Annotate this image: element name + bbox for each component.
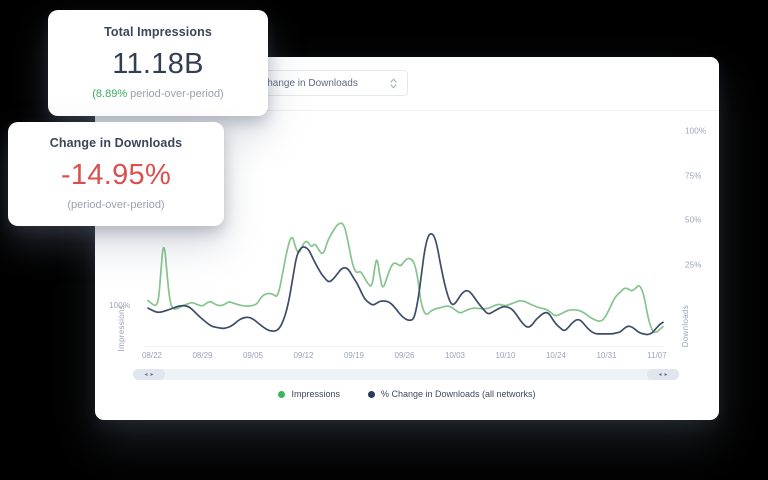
x-axis-tick: 10/10 bbox=[495, 351, 516, 360]
right-axis-tick: 75% bbox=[685, 171, 702, 180]
arrow-left-icon: ◂ bbox=[658, 371, 662, 378]
impressions-line-series bbox=[147, 222, 664, 334]
legend-item-impressions[interactable]: Impressions bbox=[278, 389, 340, 399]
x-axis-tick: 10/03 bbox=[444, 351, 466, 360]
legend-item-downloads-change[interactable]: % Change in Downloads (all networks) bbox=[367, 389, 536, 399]
metric-card-total-impressions: Total Impressions 11.18B (8.89% period-o… bbox=[48, 10, 268, 116]
chart-panel: Change in Downloads 100% Impressions 100… bbox=[95, 57, 719, 420]
legend-label: Impressions bbox=[291, 389, 340, 399]
legend-label: % Change in Downloads (all networks) bbox=[380, 389, 536, 399]
card-subtext: (period-over-period) bbox=[67, 199, 165, 211]
x-axis-tick: 10/31 bbox=[596, 351, 617, 360]
card-value: -14.95% bbox=[60, 159, 172, 191]
card-title: Total Impressions bbox=[104, 25, 212, 39]
x-axis-tick: 10/24 bbox=[545, 351, 567, 360]
legend-dot-impressions bbox=[278, 390, 286, 398]
x-axis-tick: 09/05 bbox=[242, 351, 264, 360]
left-axis-tick-100: 100% bbox=[109, 301, 131, 310]
scrollbar-right-grip[interactable]: ◂ ▸ bbox=[647, 369, 679, 380]
arrow-left-icon: ◂ bbox=[144, 371, 148, 378]
card-value: 11.18B bbox=[112, 48, 204, 80]
arrow-right-icon: ▸ bbox=[150, 371, 154, 378]
scrollbar-left-grip[interactable]: ◂ ▸ bbox=[133, 369, 165, 380]
x-axis-tick: 11/07 bbox=[647, 351, 667, 360]
metric-card-change-in-downloads: Change in Downloads -14.95% (period-over… bbox=[8, 122, 224, 226]
right-axis-tick: 100% bbox=[685, 126, 707, 136]
x-axis-tick: 09/26 bbox=[394, 351, 415, 360]
downloads-change-line-series bbox=[147, 233, 664, 336]
x-axis-tick: 09/19 bbox=[343, 351, 365, 360]
x-axis-tick: 09/12 bbox=[293, 351, 314, 360]
x-axis-tick: 08/29 bbox=[192, 351, 213, 360]
metric-dropdown-value: Change in Downloads bbox=[260, 77, 358, 89]
chevron-updown-icon bbox=[390, 78, 397, 89]
chart-zoom-scrollbar[interactable]: ◂ ▸ ◂ ▸ bbox=[133, 369, 679, 380]
right-axis-tick: 50% bbox=[685, 215, 702, 225]
left-axis-title: Impressions bbox=[117, 305, 126, 352]
legend-dot-downloads-change bbox=[367, 390, 375, 398]
card-subtext: (8.89% period-over-period) bbox=[92, 88, 223, 100]
arrow-right-icon: ▸ bbox=[664, 371, 668, 378]
delta-value: (8.89% bbox=[92, 88, 128, 100]
right-axis-tick: 25% bbox=[685, 260, 702, 269]
metric-dropdown[interactable]: Change in Downloads bbox=[247, 70, 408, 96]
chart-legend: Impressions % Change in Downloads (all n… bbox=[95, 387, 719, 401]
right-axis-title: Downloads bbox=[681, 305, 690, 348]
delta-caption: period-over-period) bbox=[127, 88, 224, 100]
x-axis-tick: 08/22 bbox=[141, 351, 163, 360]
card-title: Change in Downloads bbox=[49, 136, 183, 150]
